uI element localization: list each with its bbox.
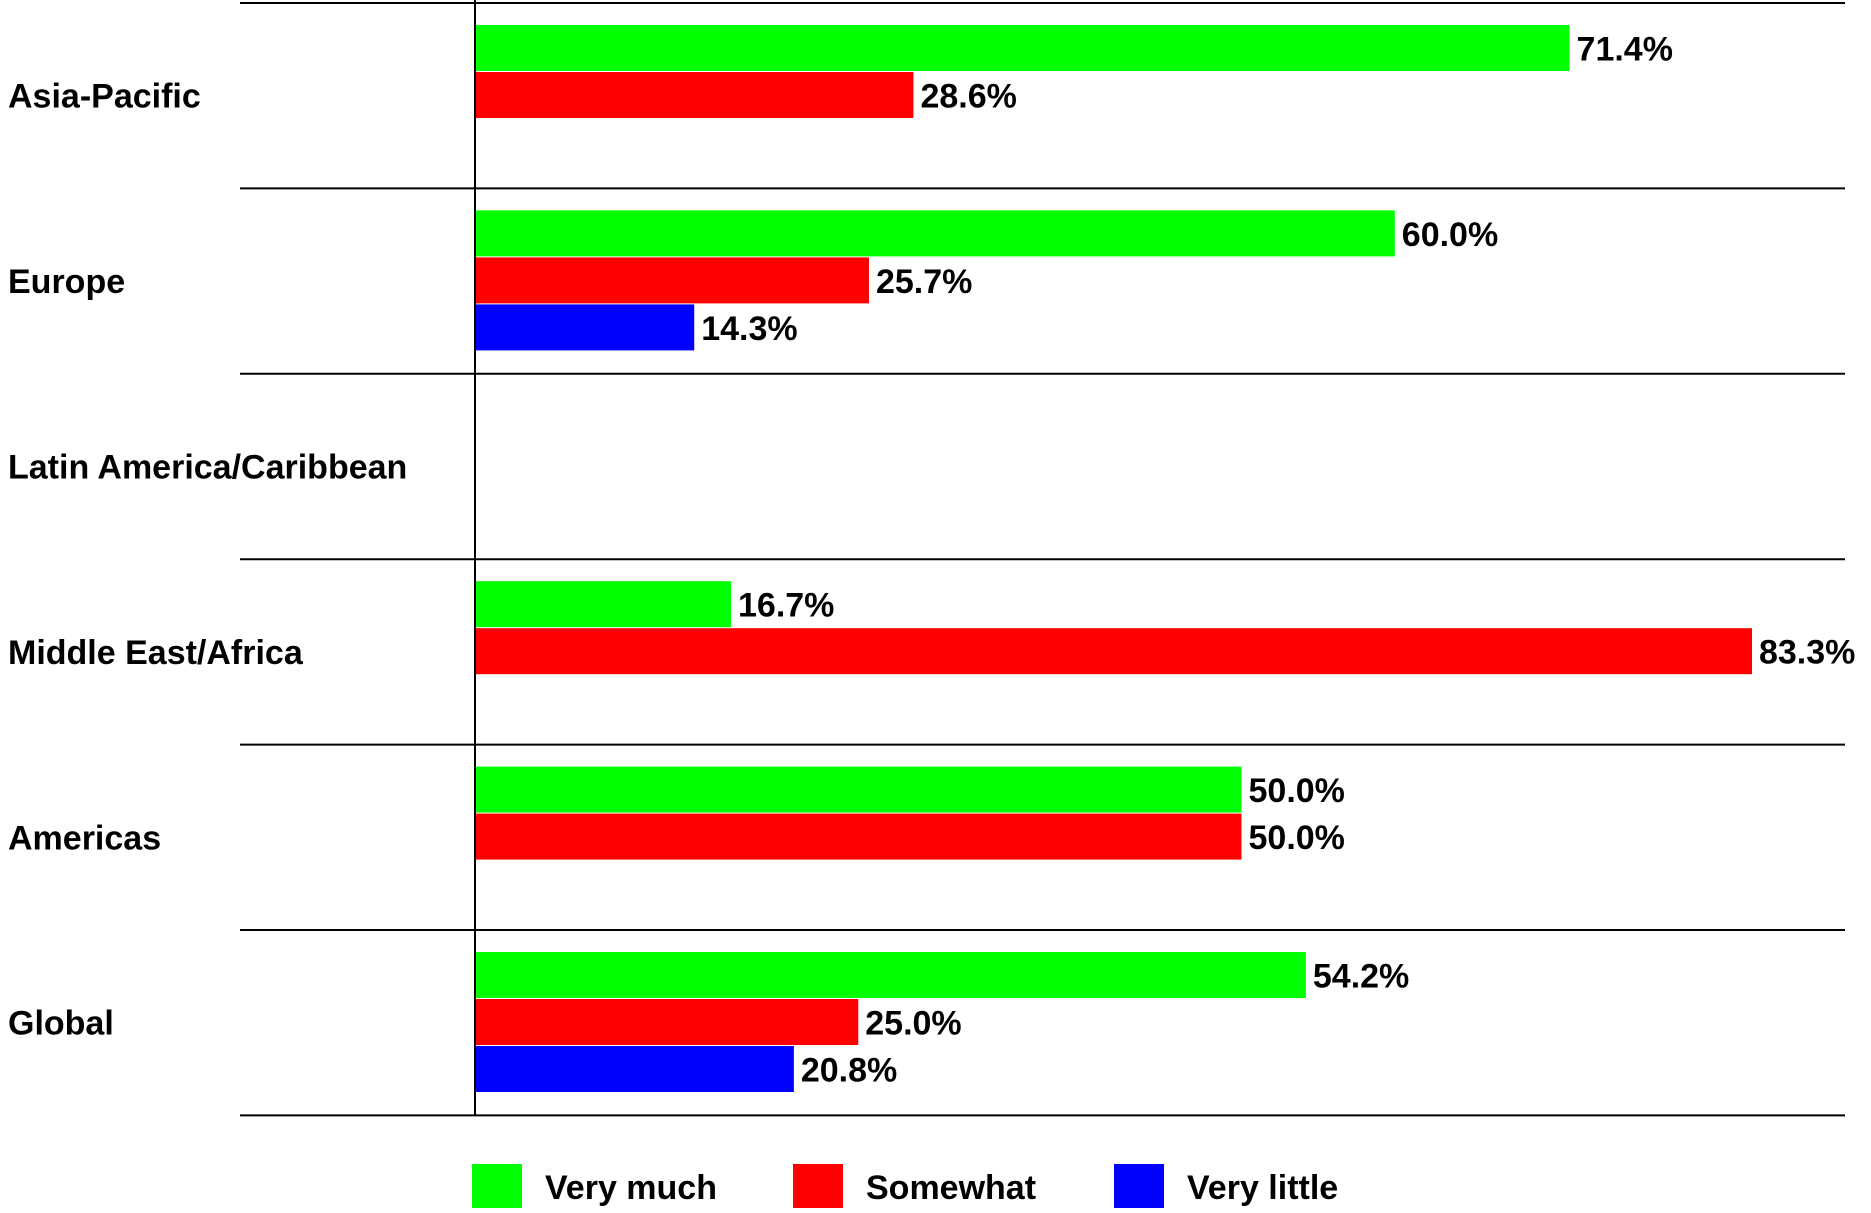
bar-somewhat (475, 813, 1242, 860)
row-separators (240, 2, 1845, 1117)
legend-swatch (1114, 1164, 1164, 1208)
value-label: 50.0% (1249, 772, 1345, 810)
bar-very-much (475, 581, 732, 628)
bar-very-little (475, 304, 695, 351)
value-label: 28.6% (920, 78, 1016, 116)
category-label: Asia-Pacific (8, 78, 201, 116)
legend-swatch (793, 1164, 843, 1208)
value-label: 25.7% (876, 263, 972, 301)
bar-very-little (475, 1046, 794, 1092)
bar-somewhat (475, 999, 859, 1045)
legend-label: Very much (545, 1169, 717, 1207)
value-label: 20.8% (801, 1052, 897, 1090)
value-label: 16.7% (738, 587, 834, 625)
value-label: 25.0% (865, 1005, 961, 1043)
value-label: 83.3% (1759, 634, 1855, 672)
bar-somewhat (475, 257, 869, 304)
legend-label: Somewhat (866, 1169, 1036, 1207)
bar-somewhat (475, 628, 1752, 675)
value-label: 54.2% (1313, 958, 1409, 996)
bars (475, 25, 1752, 1092)
legend: Very much Somewhat Very little (472, 1164, 1338, 1208)
bar-very-much (475, 766, 1242, 813)
category-label: Middle East/Africa (8, 634, 304, 672)
bar-very-much (475, 25, 1570, 71)
category-label: Americas (8, 819, 161, 857)
value-labels: 71.4% 28.6% 60.0% 25.7% 14.3% 16.7% 83.3% 50.0%… (701, 31, 1855, 1090)
value-label: 71.4% (1577, 31, 1673, 69)
category-label: Europe (8, 263, 125, 301)
bar-very-much (475, 952, 1306, 998)
bar-very-much (475, 210, 1395, 257)
value-label: 14.3% (701, 310, 797, 348)
bar-somewhat (475, 72, 914, 118)
category-label: Global (8, 1005, 114, 1043)
category-label: Latin America/Caribbean (8, 449, 407, 487)
legend-swatch (472, 1164, 522, 1208)
category-labels: Asia-Pacific Europe Latin America/Caribbea… (8, 78, 407, 1043)
legend-label: Very little (1187, 1169, 1338, 1207)
value-label: 60.0% (1402, 216, 1498, 254)
value-label: 50.0% (1249, 819, 1345, 857)
